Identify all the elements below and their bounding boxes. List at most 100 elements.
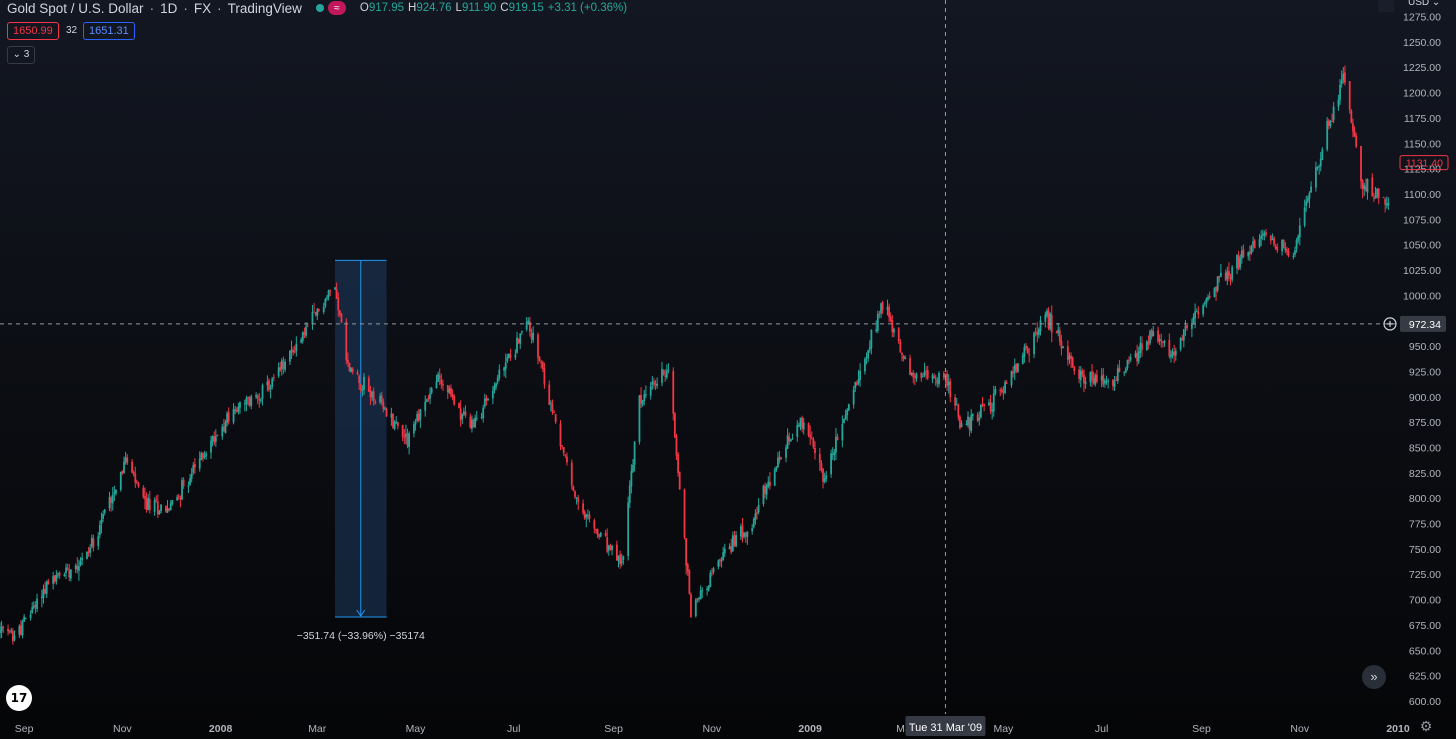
candle-body (221, 426, 224, 437)
candle-body (588, 514, 591, 520)
candle-body (384, 408, 386, 410)
candle-body (271, 378, 274, 387)
candle-body (1015, 363, 1018, 371)
candle-body (968, 417, 971, 430)
candle-body (272, 377, 275, 379)
candle-body (153, 500, 156, 512)
candle-body (1252, 241, 1254, 246)
candle-body (694, 599, 697, 617)
candle-body (867, 350, 870, 359)
candle-body (1202, 305, 1205, 315)
time-tick-label: Jul (1095, 723, 1108, 735)
candle-body (775, 466, 778, 471)
candle-body (78, 565, 80, 571)
sell-price-button[interactable]: 1650.99 (7, 22, 59, 40)
candle-body (113, 492, 116, 495)
candle-body (1319, 159, 1322, 167)
candle-body (475, 417, 478, 419)
symbol-name[interactable]: Gold Spot / U.S. Dollar (7, 0, 144, 16)
candle-body (983, 404, 986, 406)
crosshair-price-box (1400, 315, 1446, 332)
candle-body (266, 381, 269, 386)
candle-body (762, 485, 765, 504)
candle-body (1276, 247, 1279, 251)
candle-body (1258, 239, 1261, 247)
candle-body (796, 424, 799, 437)
gear-icon[interactable]: ⚙ (1419, 718, 1433, 734)
candle-body (437, 373, 439, 382)
buy-price-button[interactable]: 1651.31 (83, 22, 135, 40)
candle-body (707, 586, 710, 591)
currency-selector[interactable]: USD ⌄ (1408, 0, 1440, 8)
candle-body (1034, 331, 1037, 333)
candle-body (841, 424, 844, 441)
candle-body (179, 497, 182, 500)
indicators-toggle-button[interactable]: ⌄ 3 (7, 46, 35, 64)
candle-body (145, 498, 148, 510)
candle-body (1186, 325, 1188, 328)
candle-body (696, 598, 699, 601)
price-tick-label: 1250.00 (1403, 37, 1441, 49)
candle-body (520, 330, 523, 333)
data-delay-icon[interactable]: ≈ (327, 1, 346, 15)
candle-body (835, 436, 837, 453)
candle-body (599, 532, 602, 537)
candle-body (720, 560, 723, 562)
candle-body (491, 390, 494, 399)
candle-body (593, 520, 596, 529)
candle-body (300, 339, 303, 343)
candle-body (160, 504, 162, 512)
candle-body (1184, 325, 1187, 329)
candle-body (1118, 367, 1121, 372)
candle-body (530, 333, 533, 340)
candle-body (1062, 346, 1064, 348)
candle-body (1174, 350, 1177, 356)
open-value: 917.95 (368, 2, 405, 14)
candle-body (290, 349, 293, 352)
candle-body (1181, 338, 1184, 340)
candle-body (235, 410, 238, 412)
candle-body (482, 407, 485, 418)
candle-body (627, 502, 630, 556)
candle-body (540, 361, 543, 364)
candle-body (461, 414, 464, 419)
measure-arrow-head (356, 609, 366, 617)
interval-label[interactable]: 1D (160, 0, 178, 16)
candle-body (318, 309, 320, 311)
candle-body (976, 414, 979, 422)
candle-body (767, 481, 770, 487)
candle-body (168, 508, 171, 511)
candle-body (719, 559, 721, 562)
candle-body (677, 454, 679, 473)
candle-body (1092, 378, 1095, 384)
price-axis[interactable]: 1275.00 1250.00 1225.00 1200.00 1175.00 1150.… (1403, 12, 1441, 708)
candle-body (723, 548, 726, 554)
scroll-to-realtime-button[interactable]: » (1362, 665, 1386, 689)
candle-body (1284, 248, 1287, 250)
candle-body (338, 310, 341, 315)
time-axis[interactable]: Sep Nov 2008 Mar May Jul Sep Nov 2009 Mar May Jul Se… (15, 723, 1410, 735)
candle-body (1352, 123, 1354, 132)
tradingview-logo-icon[interactable]: 17 (6, 685, 32, 711)
candle-body (232, 409, 235, 423)
candle-body (777, 457, 779, 468)
candle-body (23, 616, 26, 622)
candle-body (596, 529, 599, 535)
candle-body (1236, 255, 1238, 269)
candle-body (538, 356, 541, 361)
add-alert-icon[interactable] (1383, 317, 1397, 331)
candle-body (326, 297, 328, 299)
candle-body (1377, 188, 1380, 199)
axis-menu-icon[interactable] (1378, 0, 1394, 12)
candle-body (506, 357, 509, 362)
candle-body (843, 418, 845, 424)
candle-body (450, 387, 452, 396)
candle-body (57, 573, 59, 575)
candle-body (925, 370, 928, 372)
candle-body (459, 408, 462, 421)
candle-body (746, 531, 749, 538)
candle-body (1213, 288, 1216, 297)
market-open-icon[interactable] (315, 4, 324, 12)
candle-body (897, 328, 900, 342)
